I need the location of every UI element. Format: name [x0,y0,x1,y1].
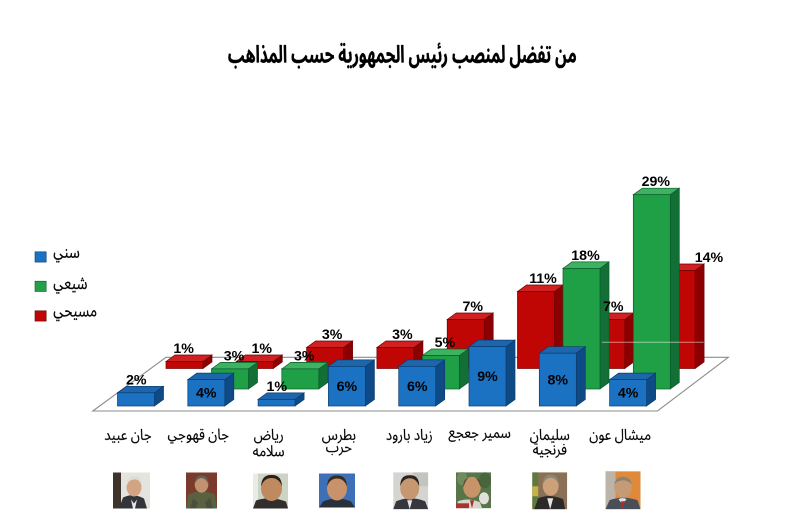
svg-text:5%: 5% [435,335,456,351]
svg-text:2%: 2% [126,372,147,388]
svg-text:4%: 4% [196,386,217,402]
svg-text:3%: 3% [392,327,413,343]
svg-text:1%: 1% [173,341,194,357]
svg-text:11%: 11% [529,271,557,287]
svg-text:7%: 7% [603,299,624,315]
svg-text:14%: 14% [695,250,724,266]
svg-text:3%: 3% [294,348,315,364]
svg-text:9%: 9% [477,369,498,385]
svg-text:3%: 3% [322,327,343,343]
svg-text:3%: 3% [224,348,245,364]
svg-text:6%: 6% [407,379,428,395]
svg-text:29%: 29% [642,174,671,190]
svg-text:18%: 18% [571,248,600,264]
svg-text:8%: 8% [548,373,569,389]
svg-text:1%: 1% [267,379,288,395]
svg-text:4%: 4% [618,386,639,402]
svg-text:6%: 6% [337,379,358,395]
svg-text:7%: 7% [462,299,483,315]
svg-text:1%: 1% [252,341,273,357]
